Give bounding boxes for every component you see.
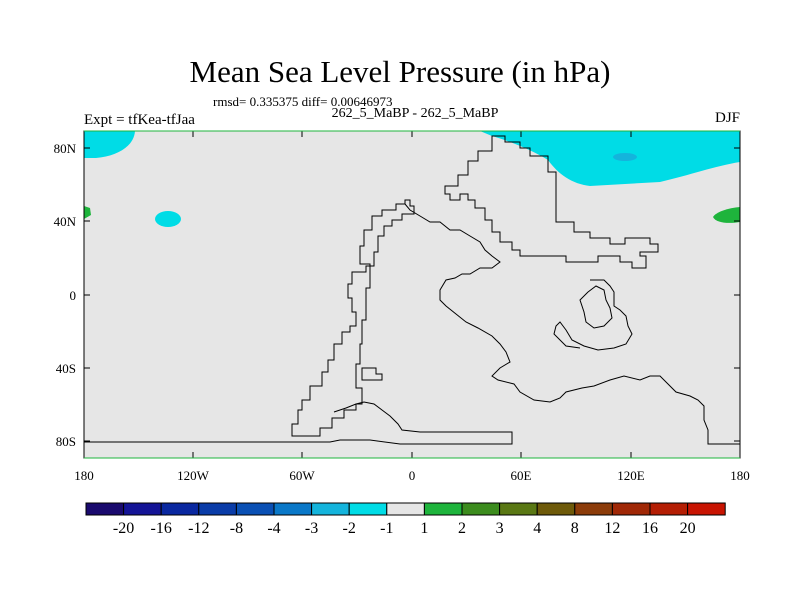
west-continent-coastline [291,199,415,437]
colorbar-labels: -20 -16 -12 -8 -4 -3 -2 -1 1 2 3 4 8 12 16 20 [113,520,696,537]
lon-label-120e: 120E [617,468,645,483]
lon-label-0: 0 [409,468,416,483]
rmsd-diff-stats: rmsd= 0.335375 diff= 0.00646973 [213,94,393,109]
positive-anomaly-east-edge [713,207,740,223]
colorbar-label: -1 [380,520,393,537]
colorbar-swatch [611,502,651,516]
latitude-labels: 80N 40N 0 40S 80S [54,141,77,449]
colorbar-label: 8 [571,520,579,537]
colorbar-label: 16 [642,520,658,537]
inner-ring-coastline [553,279,633,351]
colorbar-swatch [536,502,576,516]
central-landmass-coastline [404,203,740,445]
season-label: DJF [714,110,740,126]
experiment-label: Expt = tfKea-tfJaa [84,112,195,128]
colorbar-swatch [123,502,162,516]
colorbar-swatch [198,502,237,516]
colorbar-swatch [423,502,463,516]
colorbar-swatch [687,502,726,516]
colorbar-swatch [85,502,125,516]
colorbar-label: -4 [267,520,280,537]
lon-label-60w: 60W [289,468,315,483]
colorbar-swatch [386,502,425,516]
colorbar-label: -8 [230,520,243,537]
inner-ring-coastline-2 [579,285,613,329]
small-island-coastline [361,367,383,381]
coastlines [84,135,740,445]
colorbar-label: 1 [420,520,428,537]
colorbar-label: 3 [496,520,504,537]
lat-label-0: 0 [70,288,77,303]
colorbar-label: 12 [604,520,620,537]
positive-anomaly-west-edge [84,206,91,219]
colorbar-swatch [311,502,350,516]
lat-label-80n: 80N [54,141,77,156]
colorbar-label: 4 [533,520,541,537]
pangaea-coastline [444,135,659,269]
colorbar-swatch [574,502,613,516]
colorbar-label: 20 [680,520,696,537]
colorbar-swatch [160,502,200,516]
colorbar-label: -20 [113,520,134,537]
longitude-labels: 180 120W 60W 0 60E 120E 180 [74,468,750,483]
colorbar-swatch [649,502,689,516]
colorbar-label: -16 [151,520,172,537]
axis-ticks [84,131,740,458]
colorbar-label: -12 [188,520,209,537]
contour-fills [84,131,740,227]
colorbar-label: 2 [458,520,466,537]
lon-label-120w: 120W [177,468,210,483]
colorbar [85,502,726,516]
colorbar-swatch [235,502,275,516]
experiment-subtitle: 262_5_MaBP - 262_5_MaBP [331,106,499,121]
colorbar-swatch [273,502,313,516]
colorbar-swatch [348,502,388,516]
map-plot-area [84,131,740,458]
lat-label-40s: 40S [56,361,76,376]
map-title: Mean Sea Level Pressure (in hPa) [189,54,611,89]
negative-anomaly-arctic-west [84,131,135,158]
lon-label-60e: 60E [511,468,532,483]
lat-label-40n: 40N [54,214,77,229]
colorbar-label: -2 [343,520,356,537]
colorbar-swatch [461,502,501,516]
colorbar-label: -3 [305,520,318,537]
negative-anomaly-arctic-east [480,131,740,186]
negative-anomaly-pacific [155,211,181,227]
colorbar-swatch [499,502,538,516]
lon-label-180w: 180 [74,468,94,483]
lat-label-80s: 80S [56,434,76,449]
southern-interior-coastline [84,401,513,445]
lon-label-180e: 180 [730,468,750,483]
negative-anomaly-core [613,153,637,161]
